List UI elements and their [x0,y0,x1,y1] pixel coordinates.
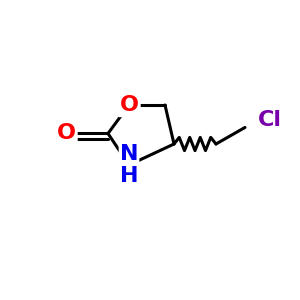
Text: O: O [56,124,76,143]
Text: Cl: Cl [258,110,282,130]
Text: N: N [120,143,138,164]
Text: O: O [119,95,139,115]
Text: H: H [120,167,138,187]
